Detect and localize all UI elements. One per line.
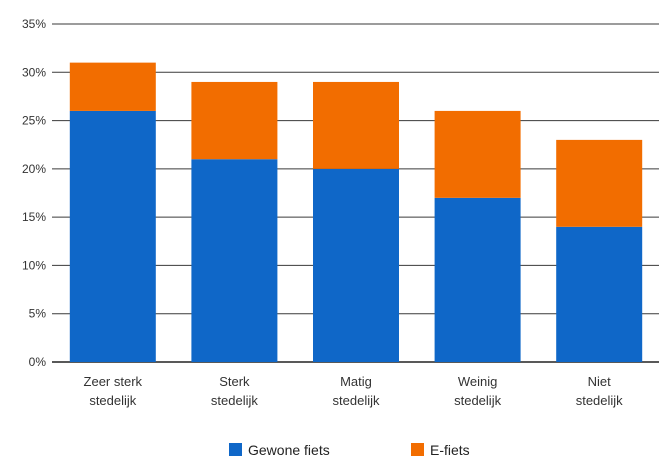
x-tick-label: Niet stedelijk: [576, 374, 623, 408]
y-tick-label: 5%: [29, 307, 47, 321]
bar-gewone-fiets: [191, 159, 278, 362]
legend-label-e-fiets: E-fiets: [430, 442, 470, 458]
y-tick-label: 0%: [29, 355, 47, 369]
y-axis-ticks: 0% 5% 10% 15% 20% 25% 30% 35%: [22, 17, 46, 369]
x-tick-label: Matig stedelijk: [333, 374, 380, 408]
x-tick-label: Sterk stedelijk: [211, 374, 258, 408]
bar-e-fiets: [69, 62, 156, 111]
y-tick-label: 15%: [22, 210, 46, 224]
y-tick-label: 30%: [22, 65, 46, 79]
bar-e-fiets: [434, 110, 521, 198]
y-tick-label: 10%: [22, 258, 46, 272]
legend-swatch-gewone-fiets: [229, 443, 242, 456]
bar-gewone-fiets: [434, 197, 521, 362]
y-tick-label: 20%: [22, 162, 46, 176]
bar-e-fiets: [556, 139, 643, 227]
bar-gewone-fiets: [313, 168, 399, 362]
legend-label-gewone-fiets: Gewone fiets: [248, 442, 330, 458]
bar-gewone-fiets: [556, 226, 643, 362]
bar-e-fiets: [313, 81, 399, 169]
y-tick-label: 35%: [22, 17, 46, 31]
bar-gewone-fiets: [69, 110, 156, 363]
legend: Gewone fiets E-fiets: [229, 442, 470, 458]
x-axis-labels: Zeer sterk stedelijk Sterk stedelijk Matig st…: [84, 374, 624, 408]
legend-swatch-e-fiets: [411, 443, 424, 456]
x-tick-label: Zeer sterk stedelijk: [84, 374, 143, 408]
y-tick-label: 25%: [22, 114, 46, 128]
bars: [69, 62, 643, 363]
x-tick-label: Weinig stedelijk: [454, 374, 501, 408]
bar-e-fiets: [191, 81, 278, 160]
